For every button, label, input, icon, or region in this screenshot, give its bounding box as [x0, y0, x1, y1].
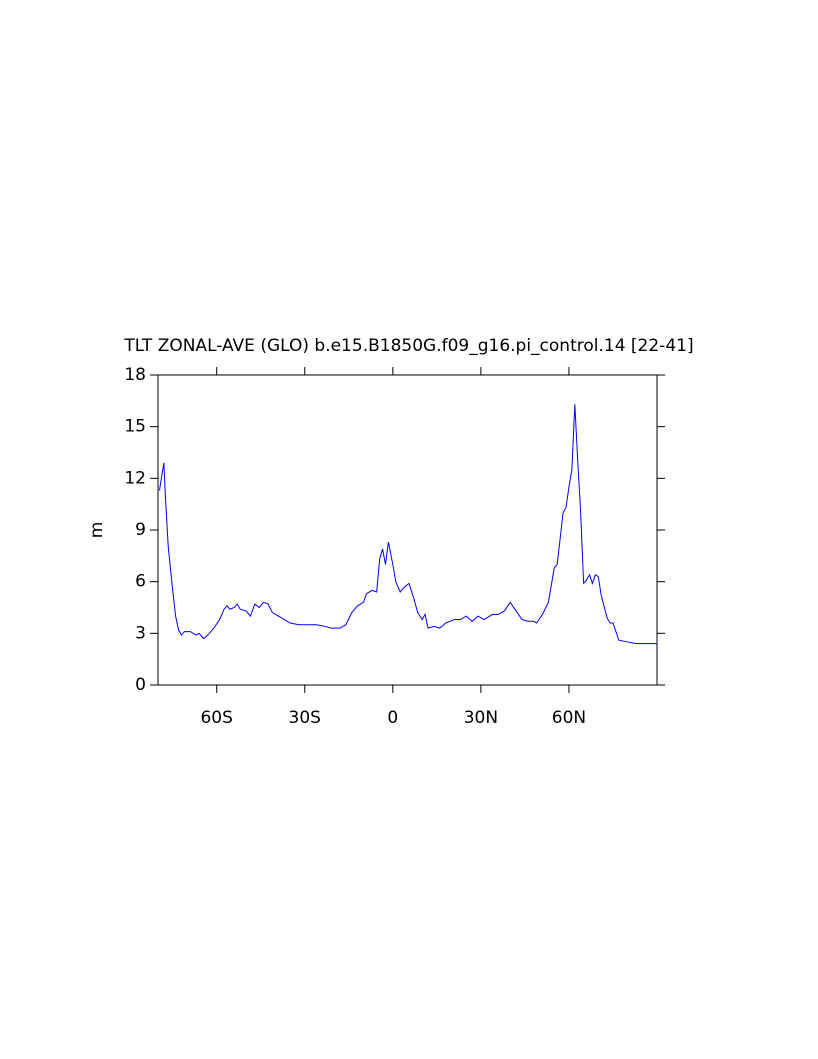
y-tick-label: 15 — [124, 417, 146, 437]
chart-title: TLT ZONAL-AVE (GLO) b.e15.B1850G.f09_g16… — [123, 336, 693, 356]
y-tick-label: 6 — [135, 572, 146, 592]
x-tick-label: 60N — [552, 708, 586, 728]
x-tick-label: 30N — [464, 708, 498, 728]
y-tick-label: 12 — [124, 468, 146, 488]
x-tick-label: 30S — [289, 708, 321, 728]
y-tick-label: 9 — [135, 520, 146, 540]
y-axis-label: m — [87, 522, 107, 539]
y-tick-label: 3 — [135, 623, 146, 643]
data-line — [158, 404, 657, 645]
x-tick-label: 0 — [387, 708, 398, 728]
y-tick-label: 18 — [124, 365, 146, 385]
x-tick-label: 60S — [200, 708, 232, 728]
y-tick-label: 0 — [135, 675, 146, 695]
